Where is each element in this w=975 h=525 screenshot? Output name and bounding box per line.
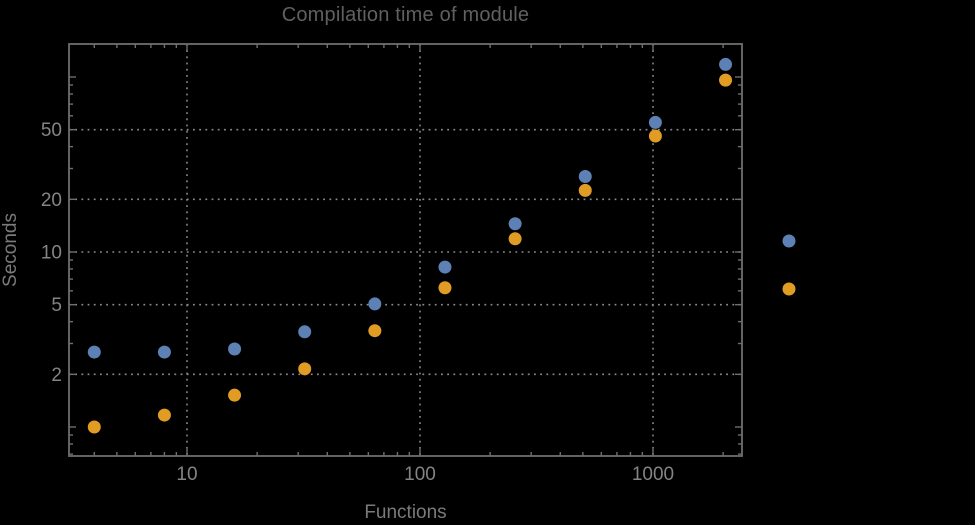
data-point [648,129,662,143]
y-tick-label: 5 [51,295,62,316]
data-point [87,345,101,359]
data-point [228,342,242,356]
data-point [298,325,312,339]
data-point [438,260,452,274]
y-tick-label: 20 [41,190,62,211]
gridlines [69,44,742,456]
data-point [578,170,592,184]
y-axis-label: Seconds [0,213,21,287]
plot-frame [68,43,743,457]
data-point [228,388,242,402]
legend-marker-orange [782,282,796,296]
series-blue [87,57,733,359]
data-point [719,57,733,71]
data-point [368,324,382,338]
x-tick-label: 1000 [632,464,674,485]
data-point [298,362,312,376]
data-point [438,281,452,295]
chart-title: Compilation time of module [281,4,530,26]
data-point [719,73,733,87]
legend [782,234,796,296]
data-point [508,217,522,231]
data-point [578,183,592,197]
x-tick-label: 100 [404,464,436,485]
y-tick-label: 2 [51,365,62,386]
data-point [157,345,171,359]
data-point [368,297,382,311]
data-point [87,420,101,434]
y-tick-label: 50 [41,120,62,141]
legend-marker-blue [782,234,796,248]
x-axis-label: Functions [364,502,447,523]
y-tick-label: 10 [41,243,62,264]
tick-labels: 10 100 1000 2 5 10 20 50 [41,120,674,485]
x-tick-label: 10 [176,464,197,485]
data-point [648,115,662,129]
data-point [508,232,522,246]
series-orange [87,73,733,434]
axis-ticks [69,44,742,456]
data-point [157,408,171,422]
